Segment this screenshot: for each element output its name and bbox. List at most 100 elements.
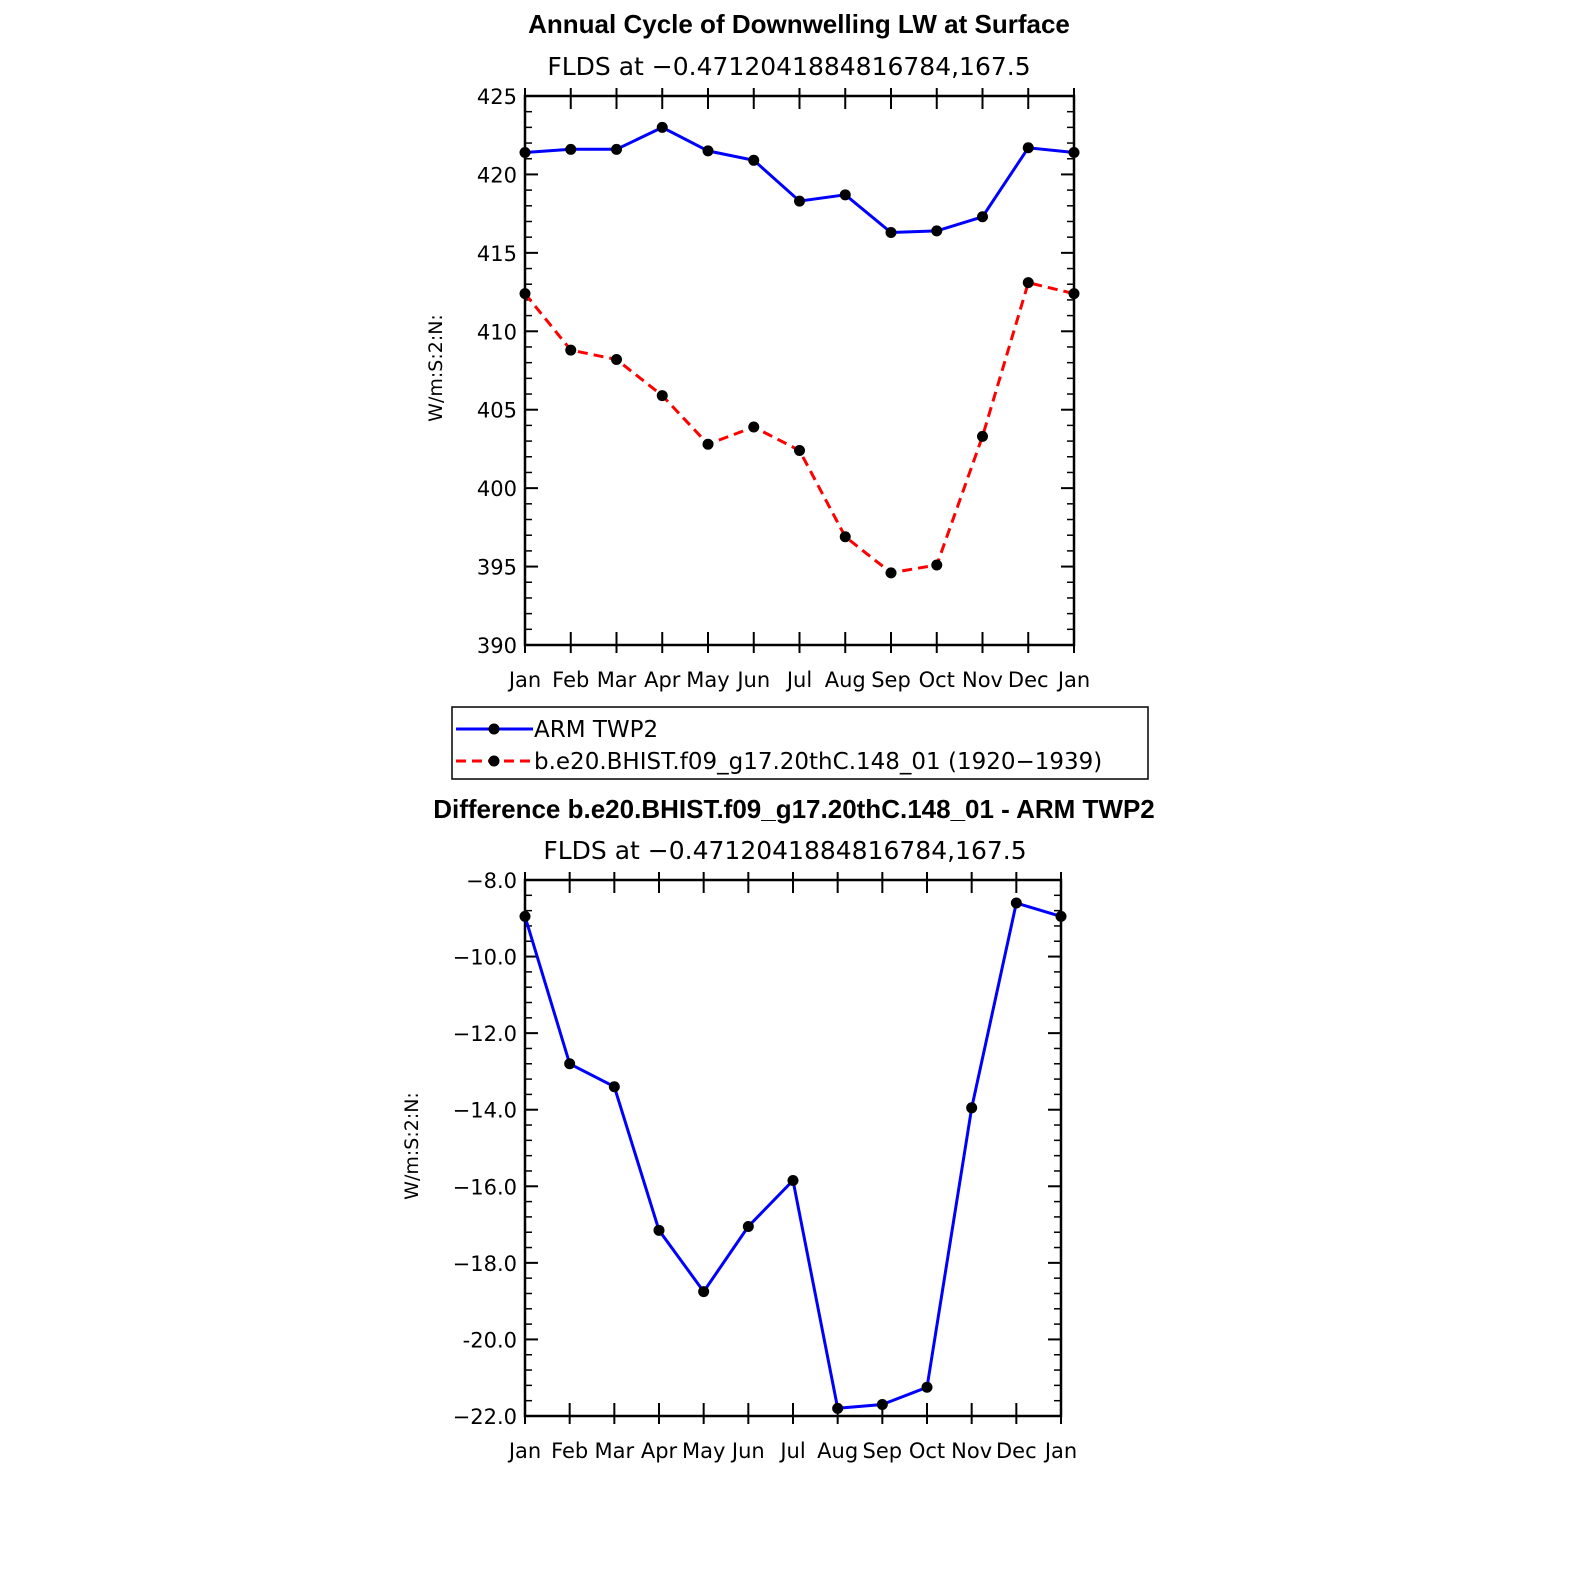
y-tick-label: −12.0 — [453, 1022, 517, 1046]
y-tick-label: −10.0 — [453, 946, 517, 970]
y-tick-label: 420 — [477, 163, 517, 187]
data-point — [794, 444, 805, 456]
legend-marker-model — [488, 755, 500, 767]
x-tick-label: May — [682, 1439, 725, 1463]
x-tick-label: May — [686, 668, 729, 692]
chart-title: Difference b.e20.BHIST.f09_g17.20thC.148… — [433, 794, 1155, 824]
data-point — [931, 559, 943, 571]
x-tick-label: Feb — [551, 1439, 588, 1463]
annual-cycle-chart: Annual Cycle of Downwelling LW at Surfac… — [425, 9, 1090, 692]
x-tick-label: Apr — [644, 668, 681, 692]
data-point — [519, 146, 531, 158]
y-tick-label: -20.0 — [463, 1328, 517, 1352]
y-axis-label: W/m:S:2:N: — [401, 1092, 423, 1200]
data-point — [977, 211, 988, 223]
difference-chart: Difference b.e20.BHIST.f09_g17.20thC.148… — [401, 794, 1155, 1463]
x-tick-label: Jan — [507, 1439, 541, 1463]
y-tick-label: 400 — [477, 477, 517, 501]
plot-frame — [523, 878, 1063, 1418]
data-point — [748, 154, 760, 166]
x-tick-label: Jan — [507, 668, 541, 692]
legend-label-model: b.e20.BHIST.f09_g17.20thC.148_01 (1920−1… — [534, 749, 1102, 775]
data-point — [832, 1402, 844, 1414]
data-point — [611, 354, 622, 366]
chart-subtitle: FLDS at −0.4712041884816784,167.5 — [543, 836, 1026, 865]
data-point — [921, 1381, 933, 1393]
data-point — [742, 1220, 754, 1232]
x-tick-label: Nov — [962, 668, 1003, 692]
data-point — [611, 143, 622, 155]
x-tick-label: Sep — [863, 1439, 903, 1463]
y-tick-label: −14.0 — [453, 1099, 517, 1123]
legend: ARM TWP2 b.e20.BHIST.f09_g17.20thC.148_0… — [451, 706, 1149, 780]
x-tick-label: Sep — [871, 668, 911, 692]
data-point — [519, 288, 531, 300]
y-tick-label: −22.0 — [453, 1405, 517, 1429]
y-tick-label: 415 — [477, 242, 517, 266]
data-point — [565, 344, 577, 356]
data-point — [931, 225, 943, 237]
x-tick-label: Dec — [996, 1439, 1037, 1463]
data-point — [1068, 146, 1080, 158]
data-point — [656, 390, 668, 402]
data-point — [876, 1399, 888, 1411]
data-point — [1022, 142, 1034, 154]
data-point — [702, 438, 714, 450]
y-tick-label: 405 — [477, 399, 517, 423]
y-tick-label: −18.0 — [453, 1252, 517, 1276]
x-tick-label: Nov — [951, 1439, 992, 1463]
x-tick-label: Apr — [641, 1439, 678, 1463]
axes-frame: −22.0 -20.0 −18.0 −16.0 −14.0 −12.0 −10.0 −8.0 J… — [453, 869, 1078, 1463]
series-line-0 — [524, 125, 1075, 235]
y-tick-label: 395 — [477, 556, 517, 580]
chart-title: Annual Cycle of Downwelling LW at Surfac… — [528, 9, 1070, 39]
data-point — [839, 531, 851, 543]
series-line-0 — [523, 901, 1062, 1410]
data-point — [519, 910, 531, 922]
data-point — [885, 226, 897, 238]
x-tick-label: Feb — [552, 668, 589, 692]
data-point — [1068, 288, 1080, 300]
plot-area — [519, 897, 1067, 1414]
y-tick-label: −16.0 — [453, 1175, 517, 1199]
legend-box — [451, 706, 1149, 780]
series-line-1 — [523, 280, 1075, 575]
y-axis-label: W/m:S:2:N: — [425, 314, 447, 422]
data-point — [787, 1175, 799, 1187]
y-tick-label: 410 — [477, 320, 517, 344]
data-point — [748, 421, 760, 433]
data-point — [839, 189, 851, 201]
y-tick-label: 390 — [477, 634, 517, 658]
data-point — [565, 143, 577, 155]
legend-marker-obs — [488, 723, 500, 735]
x-tick-label: Mar — [597, 668, 637, 692]
x-tick-label: Aug — [817, 1439, 858, 1463]
data-point — [1022, 277, 1034, 289]
x-tick-label: Mar — [595, 1439, 635, 1463]
data-point — [1055, 910, 1067, 922]
x-tick-label: Oct — [909, 1439, 945, 1463]
data-point — [794, 195, 805, 207]
x-tick-label: Dec — [1008, 668, 1049, 692]
chart-subtitle: FLDS at −0.4712041884816784,167.5 — [547, 52, 1030, 81]
y-tick-label: 425 — [477, 85, 517, 109]
y-tick-label: −8.0 — [466, 869, 517, 893]
x-tick-label: Jan — [1056, 668, 1090, 692]
x-tick-label: Jan — [1043, 1439, 1077, 1463]
data-point — [608, 1081, 620, 1093]
data-point — [702, 145, 714, 157]
x-tick-label: Jul — [778, 1439, 805, 1463]
plot-frame — [523, 94, 1076, 647]
data-point — [653, 1224, 665, 1236]
data-point — [698, 1286, 710, 1298]
data-point — [656, 121, 668, 133]
data-point — [966, 1102, 978, 1114]
data-point — [564, 1058, 576, 1070]
data-point — [977, 430, 988, 442]
x-tick-label: Jul — [785, 668, 812, 692]
x-tick-label: Jun — [735, 668, 770, 692]
x-tick-label: Jun — [730, 1439, 765, 1463]
plot-area — [519, 121, 1080, 579]
